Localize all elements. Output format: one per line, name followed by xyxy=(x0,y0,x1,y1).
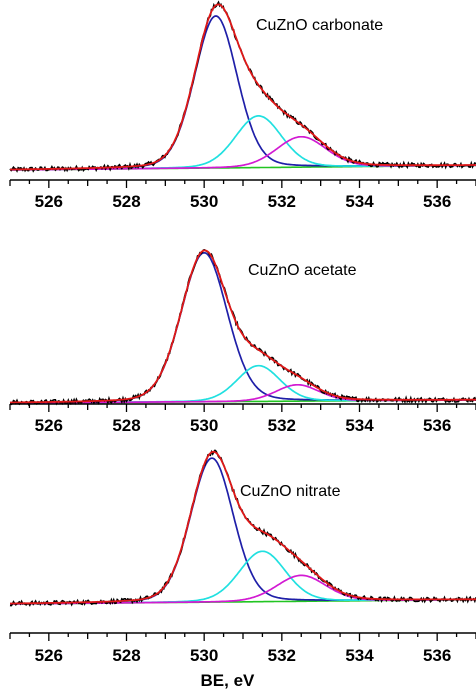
x-tick-label: 526 xyxy=(35,192,63,211)
component-peak-2 xyxy=(10,115,476,171)
experimental-data-line xyxy=(9,0,476,173)
x-axis-title: BE, eV xyxy=(201,671,256,690)
x-tick-label: 534 xyxy=(345,192,374,211)
x-tick-label: 530 xyxy=(190,192,218,211)
envelope-line xyxy=(10,450,476,605)
x-tick-label: 534 xyxy=(345,416,374,435)
panel-1: 526 528 530 532 534 536 CuZnO carbonate xyxy=(9,0,476,211)
experimental-data-line xyxy=(9,449,476,607)
component-peak-1 xyxy=(10,457,476,605)
component-peak-1 xyxy=(9,15,476,171)
x-tick-label: 526 xyxy=(35,416,63,435)
x-tick-label: 536 xyxy=(423,192,451,211)
x-tick-label: 534 xyxy=(345,646,374,665)
x-tick-label: 528 xyxy=(112,416,140,435)
x-tick-label: 532 xyxy=(268,646,296,665)
component-peak-2 xyxy=(10,550,476,605)
x-tick-label: 530 xyxy=(190,416,218,435)
x-tick-label: 536 xyxy=(423,646,451,665)
x-tick-label: 536 xyxy=(423,416,451,435)
x-tick-label: 526 xyxy=(35,646,63,665)
experimental-data-line xyxy=(9,249,476,407)
x-tick-label: 532 xyxy=(268,416,296,435)
panel-title: CuZnO acetate xyxy=(248,262,357,279)
x-tick-label: 528 xyxy=(112,646,140,665)
panel-title: CuZnO carbonate xyxy=(256,17,383,34)
panel-2: 526 528 530 532 534 536 CuZnO acetate xyxy=(9,249,476,435)
x-tick-label: 530 xyxy=(190,646,218,665)
envelope-line xyxy=(10,249,476,404)
x-tick-label: 532 xyxy=(268,192,296,211)
envelope-line xyxy=(10,3,476,171)
panel-title: CuZnO nitrate xyxy=(240,483,341,500)
panel-3: 526 528 530 532 534 536 CuZnO nitrate BE, eV xyxy=(9,449,476,690)
component-peak-1 xyxy=(10,251,476,404)
x-tick-label: 528 xyxy=(112,192,140,211)
